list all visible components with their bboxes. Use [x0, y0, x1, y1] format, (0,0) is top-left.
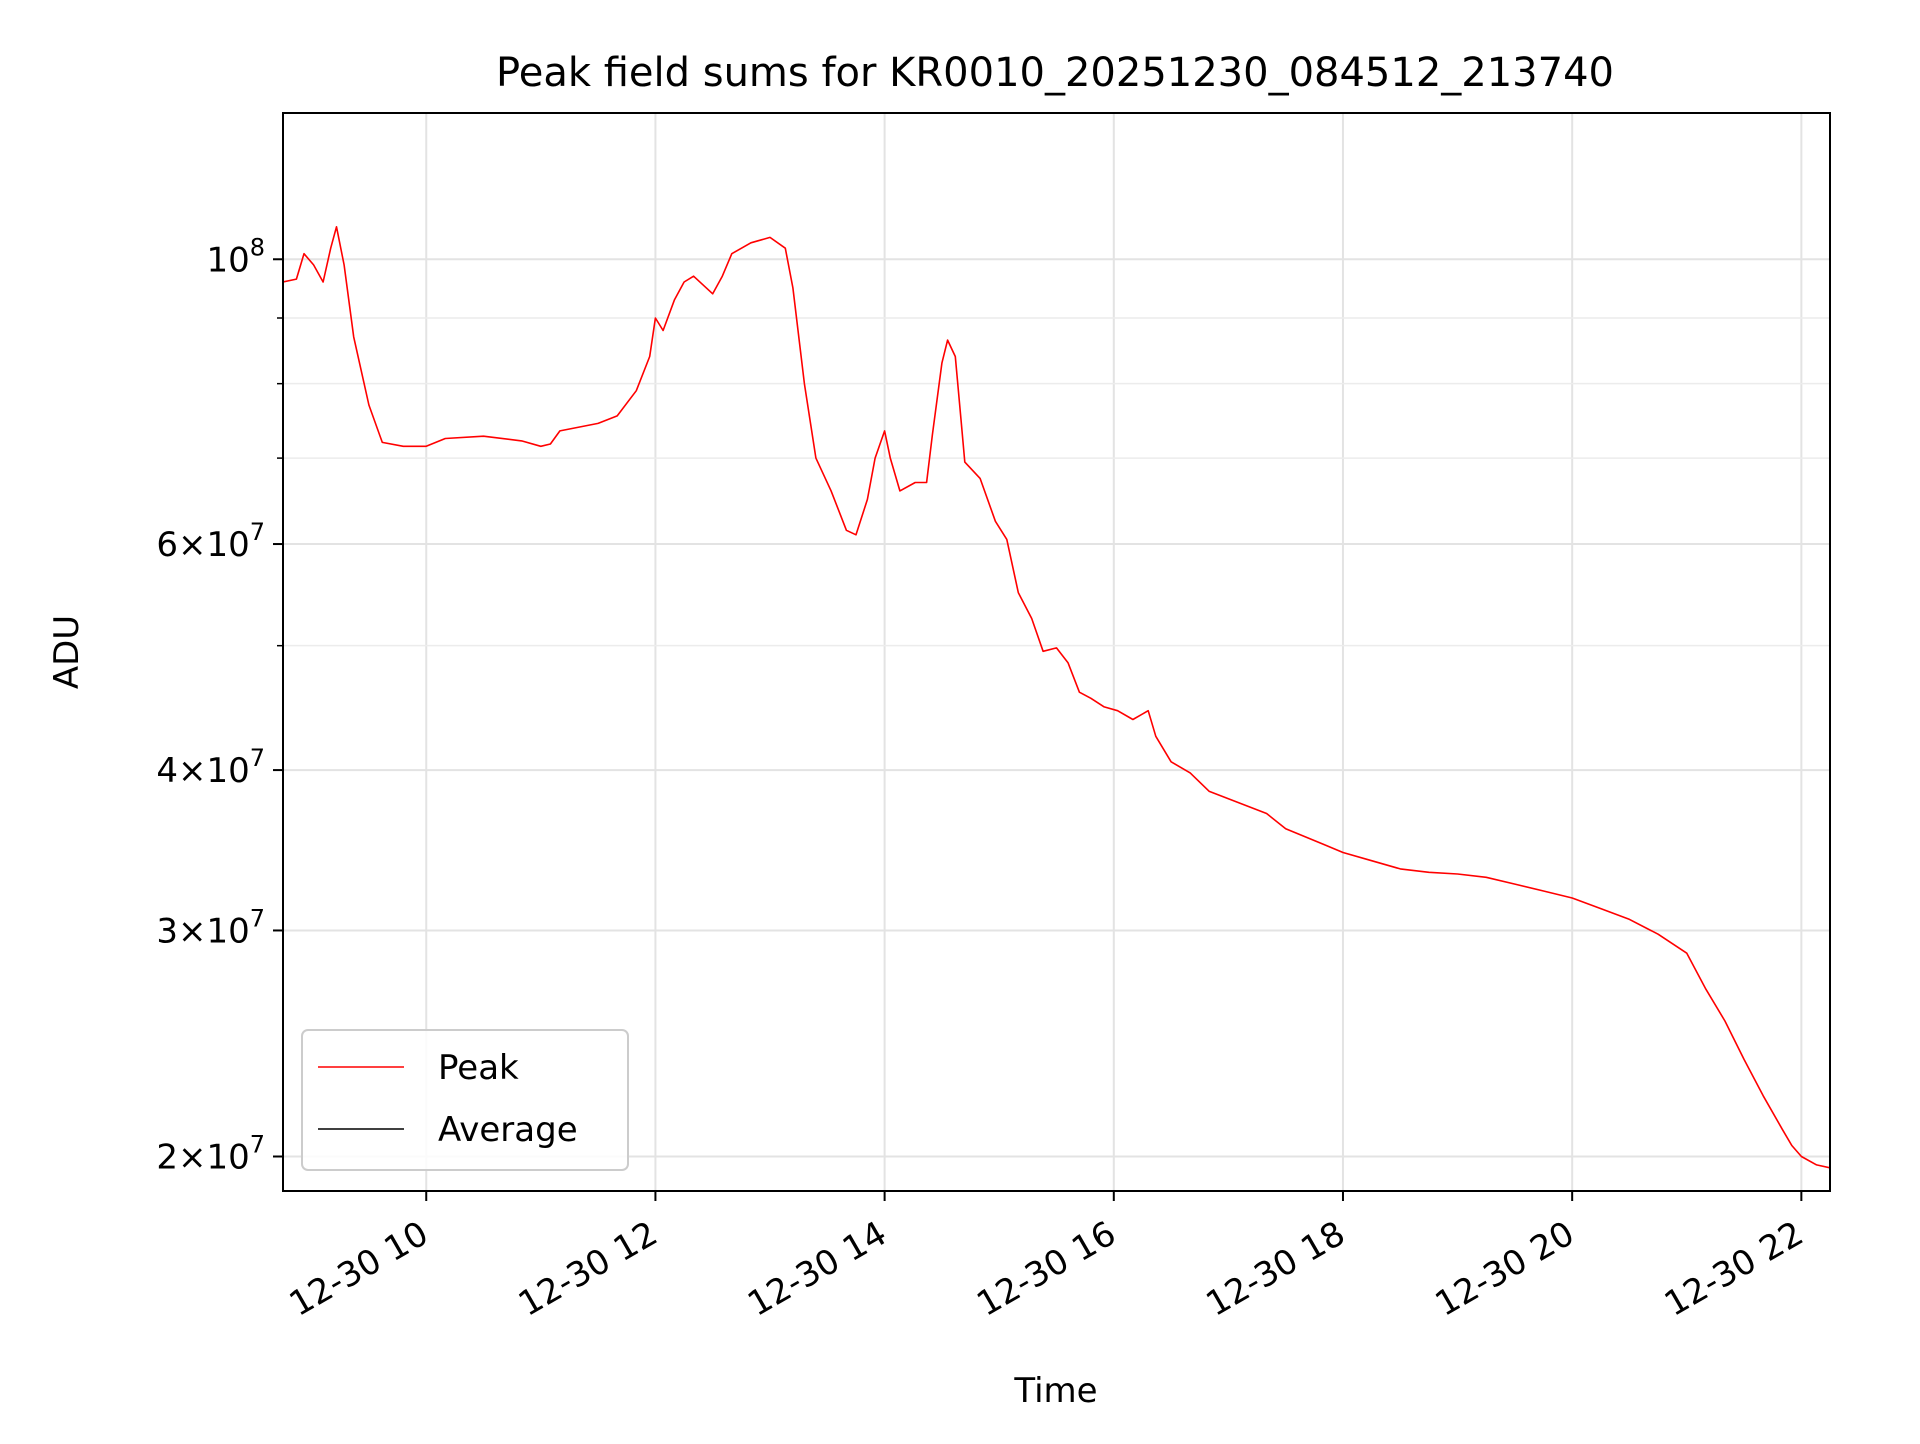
y-axis-label: ADU	[47, 615, 87, 689]
y-tick-label: 6×107	[156, 518, 265, 565]
x-axis-label: Time	[1013, 1371, 1097, 1411]
legend-label-average: Average	[438, 1110, 578, 1150]
y-tick-label: 4×107	[156, 744, 265, 791]
legend-label-peak: Peak	[438, 1048, 519, 1088]
series-layer	[283, 226, 1830, 1169]
series-line-peak	[283, 226, 1830, 1169]
legend-box	[301, 1029, 629, 1171]
legend: Peak Average	[301, 1029, 629, 1171]
plot-frame	[282, 112, 1831, 1192]
y-tick-label: 3×107	[156, 904, 265, 951]
series-peak	[283, 226, 1830, 1169]
y-tick-label: 2×107	[156, 1131, 265, 1178]
chart-title: Peak field sums for KR0010_20251230_0845…	[496, 50, 1614, 96]
y-tick-label: 108	[206, 233, 265, 280]
